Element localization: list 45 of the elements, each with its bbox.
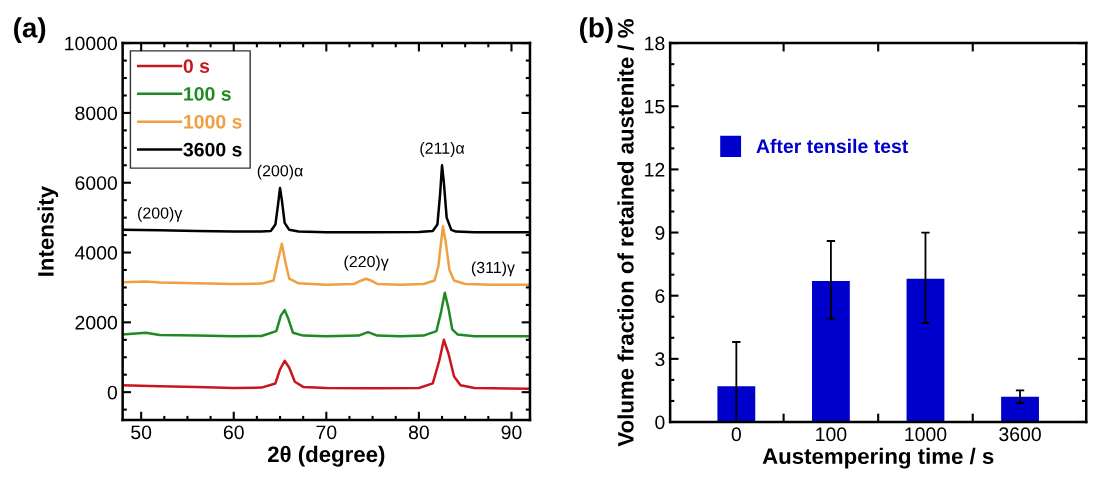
y-tick-label: 4000 <box>74 246 118 260</box>
x-tick-label: 70 <box>316 425 337 440</box>
annotation: (220)γ <box>344 255 389 271</box>
x-tick-label: 3600 <box>999 427 1041 442</box>
line-series <box>122 338 530 390</box>
x-tick-label: 80 <box>408 425 429 440</box>
annotation: (200)α <box>257 164 303 180</box>
legend-label: 0 s <box>183 59 210 73</box>
y-tick-label: 6000 <box>75 176 118 190</box>
x-tick-label: 1000 <box>905 427 947 442</box>
line-series <box>122 291 530 338</box>
legend-label: 3600 s <box>183 142 242 157</box>
annotation: (311)γ <box>471 261 515 277</box>
x-axis-title: 2θ (degree) <box>267 445 385 467</box>
annotation: (211)α <box>420 142 465 157</box>
x-tick-label: 100 <box>816 427 847 442</box>
y-tick-label: 2000 <box>75 315 118 330</box>
y-axis-title: Intensity <box>37 186 59 276</box>
annotation: (200)γ <box>138 206 183 222</box>
x-tick-label: 90 <box>501 425 522 440</box>
legend-label: After tensile test <box>756 138 909 154</box>
x-axis-title: Austempering time / s <box>762 447 994 469</box>
y-tick-label: 15 <box>645 99 665 114</box>
y-tick-label: 8000 <box>75 106 118 121</box>
chart-title: (a) <box>14 17 46 44</box>
y-tick-label: 6 <box>655 289 665 303</box>
x-tick-label: 60 <box>223 425 244 440</box>
y-axis-title: Volume fraction of retained austenite / % <box>617 19 634 447</box>
y-tick-label: 9 <box>655 226 665 240</box>
y-tick-label: 0 <box>655 415 665 430</box>
y-tick-label: 10000 <box>65 36 118 51</box>
x-tick-label: 0 <box>731 427 741 442</box>
legend-label: 1000 s <box>184 114 242 129</box>
y-tick-label: 0 <box>107 385 118 400</box>
legend-label: 100 s <box>184 87 231 101</box>
bar <box>717 386 756 422</box>
x-tick-label: 50 <box>131 425 152 440</box>
bar <box>1001 396 1039 422</box>
y-tick-label: 18 <box>645 36 665 51</box>
bar <box>906 278 945 422</box>
line-series <box>122 225 530 286</box>
y-tick-label: 3 <box>655 352 665 367</box>
bar <box>811 280 850 422</box>
chart-title: (b) <box>579 17 613 44</box>
y-tick-label: 12 <box>645 162 665 177</box>
